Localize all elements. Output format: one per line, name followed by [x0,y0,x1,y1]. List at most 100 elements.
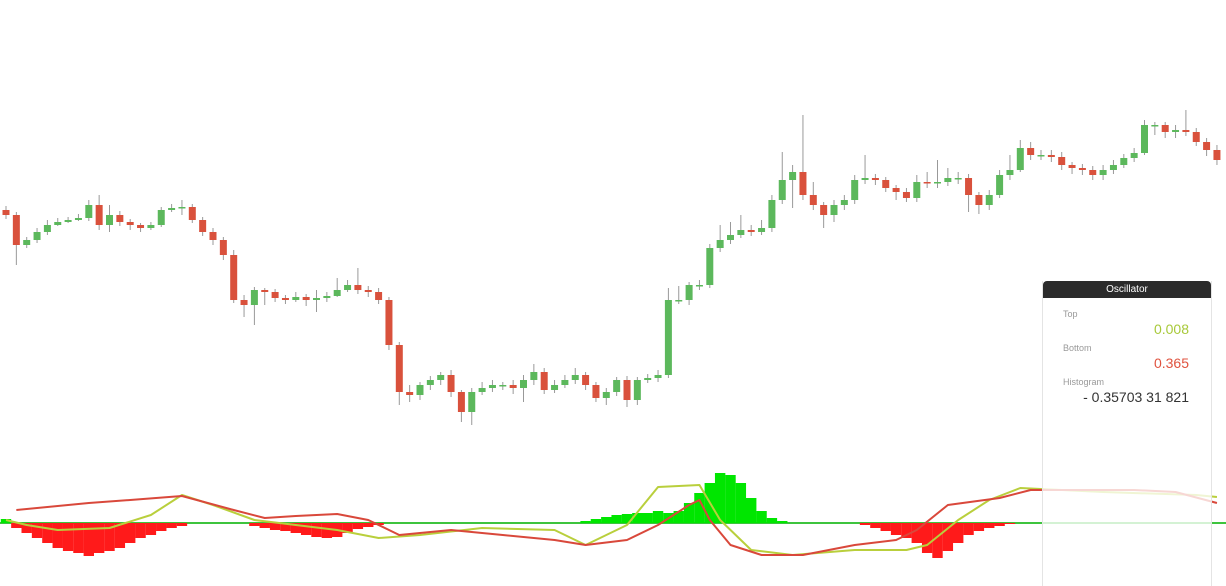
candle-body [768,200,776,228]
candle-body [12,215,20,245]
histogram-bar [290,523,301,533]
candle-body [137,225,145,228]
candle-body [882,180,890,188]
histogram-bar [777,521,788,523]
candle-body [385,300,393,345]
histogram-bar [259,523,270,528]
candle-body [851,180,859,200]
histogram-bar [269,523,281,530]
histogram-bar [870,523,881,528]
histogram-bar [859,523,871,525]
candle-body [540,372,548,390]
candle-body [1078,168,1086,170]
candle-body [447,375,455,392]
candle-body [95,205,103,225]
candle-body [240,300,248,305]
candle-body [1130,153,1138,158]
candle-body [820,205,828,215]
candle-body [654,375,662,378]
histogram-bar [984,523,995,528]
candle-body [281,298,289,300]
histogram-bar [694,493,705,523]
candle-body [1203,142,1211,150]
histogram-bar [311,523,322,537]
histogram-bar [104,523,115,551]
histogram-bar [963,523,974,535]
histogram-bar [683,503,695,523]
candle-body [716,240,724,248]
candle-body [1161,125,1169,132]
histogram-bar [1004,523,1016,524]
tooltip-value: 0.365 [1153,355,1189,371]
histogram-bar [42,523,53,543]
candle-body [695,285,703,287]
candle-body [1141,125,1148,153]
histogram-bar [942,523,954,551]
candle-body [727,235,734,240]
candle-body [602,392,610,398]
candle-body [551,385,559,390]
candle-body [199,220,207,232]
histogram-bar [953,523,964,543]
histogram-bar [176,523,188,526]
candle-body [840,200,848,205]
histogram-bar [901,523,912,538]
histogram-bar [590,519,602,523]
candle-body [375,292,383,300]
histogram-bar [911,523,922,543]
candle-body [323,296,331,298]
candle-body [468,392,476,412]
histogram-bar [766,518,778,523]
histogram-bar [125,523,136,543]
histogram-bar [52,523,63,548]
candle-body [582,375,590,385]
tooltip: Oscillator Top 0.008 Bottom 0.365 Histogram -… [1042,281,1212,586]
candle-body [74,218,82,220]
histogram-bar [890,523,902,535]
candle-body [116,215,124,222]
histogram-bar [652,511,664,523]
tooltip-rows: Top 0.008 Bottom 0.365 Histogram - 0.35703 31… [1043,298,1211,405]
candle-body [1016,148,1024,170]
candle-body [292,297,300,300]
histogram-bar [642,513,653,523]
tooltip-label: Histogram [1063,377,1105,387]
candle-body [778,180,786,200]
tooltip-row: Histogram - 0.35703 31 821 [1043,366,1211,405]
histogram-bar [249,523,260,526]
candle-body [106,215,113,225]
candle-body [437,375,445,380]
candle-body [23,240,31,245]
histogram-bar [932,523,943,558]
candle-body [1120,158,1128,165]
candle-body [685,285,693,300]
candle-body [478,388,486,392]
candle-body [737,230,745,235]
histogram-bar [611,515,622,523]
candle-body [416,385,424,395]
tooltip-value: - 0.35703 31 821 [1083,389,1189,405]
candle-body [406,392,414,395]
tooltip-row: Bottom 0.365 [1043,332,1211,371]
candle-body [1182,130,1190,132]
candle-body [664,300,672,375]
candle-body [354,285,362,290]
candle-body [789,172,797,180]
candle-body [364,290,372,292]
histogram-bar [114,523,126,548]
candle-body [64,220,72,222]
candle-body [188,207,196,220]
histogram-bar [21,523,32,533]
candle-body [530,372,538,380]
candle-body [313,298,320,300]
histogram-bar [145,523,157,535]
histogram-bar [994,523,1005,526]
candle-body [861,178,869,180]
candle-body [147,225,155,228]
candle-body [333,290,341,296]
histogram-bar [621,514,633,523]
candle-body [830,205,838,215]
candle-body [902,192,910,198]
histogram-bar [93,523,105,553]
